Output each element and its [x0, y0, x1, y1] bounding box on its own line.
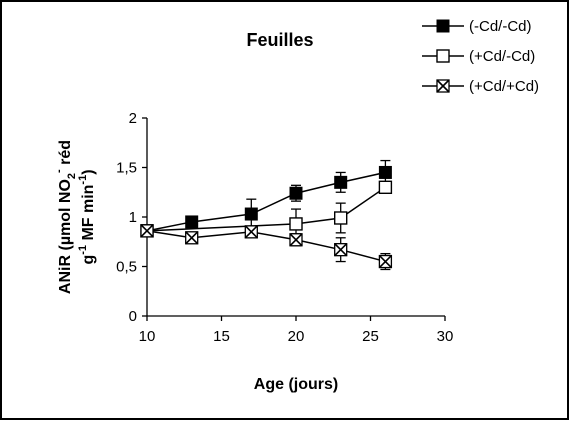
chart-title: Feuilles — [246, 30, 313, 50]
legend-entry: (+Cd/-Cd) — [422, 48, 535, 65]
marker-x-stroke — [289, 233, 303, 247]
y-axis-title-line2: g-1 MF min-1) — [77, 169, 97, 264]
x-tick-label: 20 — [288, 328, 305, 345]
legend-entry: (+Cd/+Cd) — [422, 78, 539, 95]
x-axis-title: Age (jours) — [254, 376, 338, 393]
data-point — [436, 79, 450, 93]
y-tick-label: 0 — [129, 308, 137, 325]
marker-filled-square — [185, 215, 199, 229]
series-line — [146, 186, 386, 232]
data-point — [289, 233, 303, 247]
marker-filled-square — [378, 165, 392, 179]
marker-filled-square — [289, 186, 303, 200]
y-tick-label: 2 — [129, 110, 137, 127]
y-ticks: 0 0,5 1 1,5 2 — [116, 110, 147, 325]
x-tick-label: 15 — [213, 328, 230, 345]
data-point — [334, 175, 348, 189]
data-point — [185, 231, 199, 245]
marker-x-stroke — [140, 224, 154, 238]
data-point — [436, 19, 450, 33]
marker-open-square — [436, 49, 450, 63]
data-point — [436, 49, 450, 63]
y-axis-title-line1: ANiR (µmol NO2- réd — [53, 140, 78, 294]
y-tick-label: 1,5 — [116, 160, 137, 177]
marker-filled-square — [244, 207, 258, 221]
data-point — [289, 186, 303, 200]
x-tick-label: 25 — [362, 328, 379, 345]
marker-x-stroke — [244, 225, 258, 239]
y-axis-title: ANiR (µmol NO2- réd g-1 MF min-1) — [53, 140, 97, 294]
series-line — [146, 230, 386, 263]
marker-x-stroke — [378, 254, 392, 269]
legend-label: (+Cd/+Cd) — [469, 78, 539, 95]
data-point — [244, 225, 258, 239]
y-tick-label: 1 — [129, 209, 137, 226]
series-line — [146, 171, 386, 232]
data-point — [378, 165, 392, 179]
marker-filled-square — [436, 19, 450, 33]
data-point — [140, 224, 154, 238]
marker-x-stroke — [334, 243, 348, 257]
data-point — [185, 215, 199, 229]
x-tick-label: 30 — [437, 328, 454, 345]
marker-open-square — [289, 217, 303, 231]
data-point — [244, 207, 258, 221]
marker-x-stroke — [436, 79, 450, 93]
legend-label: (+Cd/-Cd) — [469, 48, 535, 65]
data-point — [378, 254, 393, 269]
data-point — [378, 180, 393, 195]
series-2 — [140, 180, 393, 240]
x-ticks: 10 15 20 25 30 — [139, 316, 454, 345]
x-tick-label: 10 — [139, 328, 156, 345]
legend-label: (-Cd/-Cd) — [469, 18, 532, 35]
marker-x-stroke — [185, 231, 199, 245]
marker-open-square — [378, 180, 393, 195]
marker-filled-square — [334, 175, 348, 189]
data-point — [334, 211, 348, 225]
legend-entry: (-Cd/-Cd) — [422, 18, 532, 35]
marker-open-square — [334, 211, 348, 225]
plot-series — [140, 159, 393, 271]
legend: (-Cd/-Cd) (+Cd/-Cd) (+Cd/+Cd) — [422, 18, 539, 95]
y-tick-label: 0,5 — [116, 259, 137, 276]
series-3 — [140, 224, 393, 271]
data-point — [334, 243, 348, 257]
data-point — [289, 217, 303, 231]
